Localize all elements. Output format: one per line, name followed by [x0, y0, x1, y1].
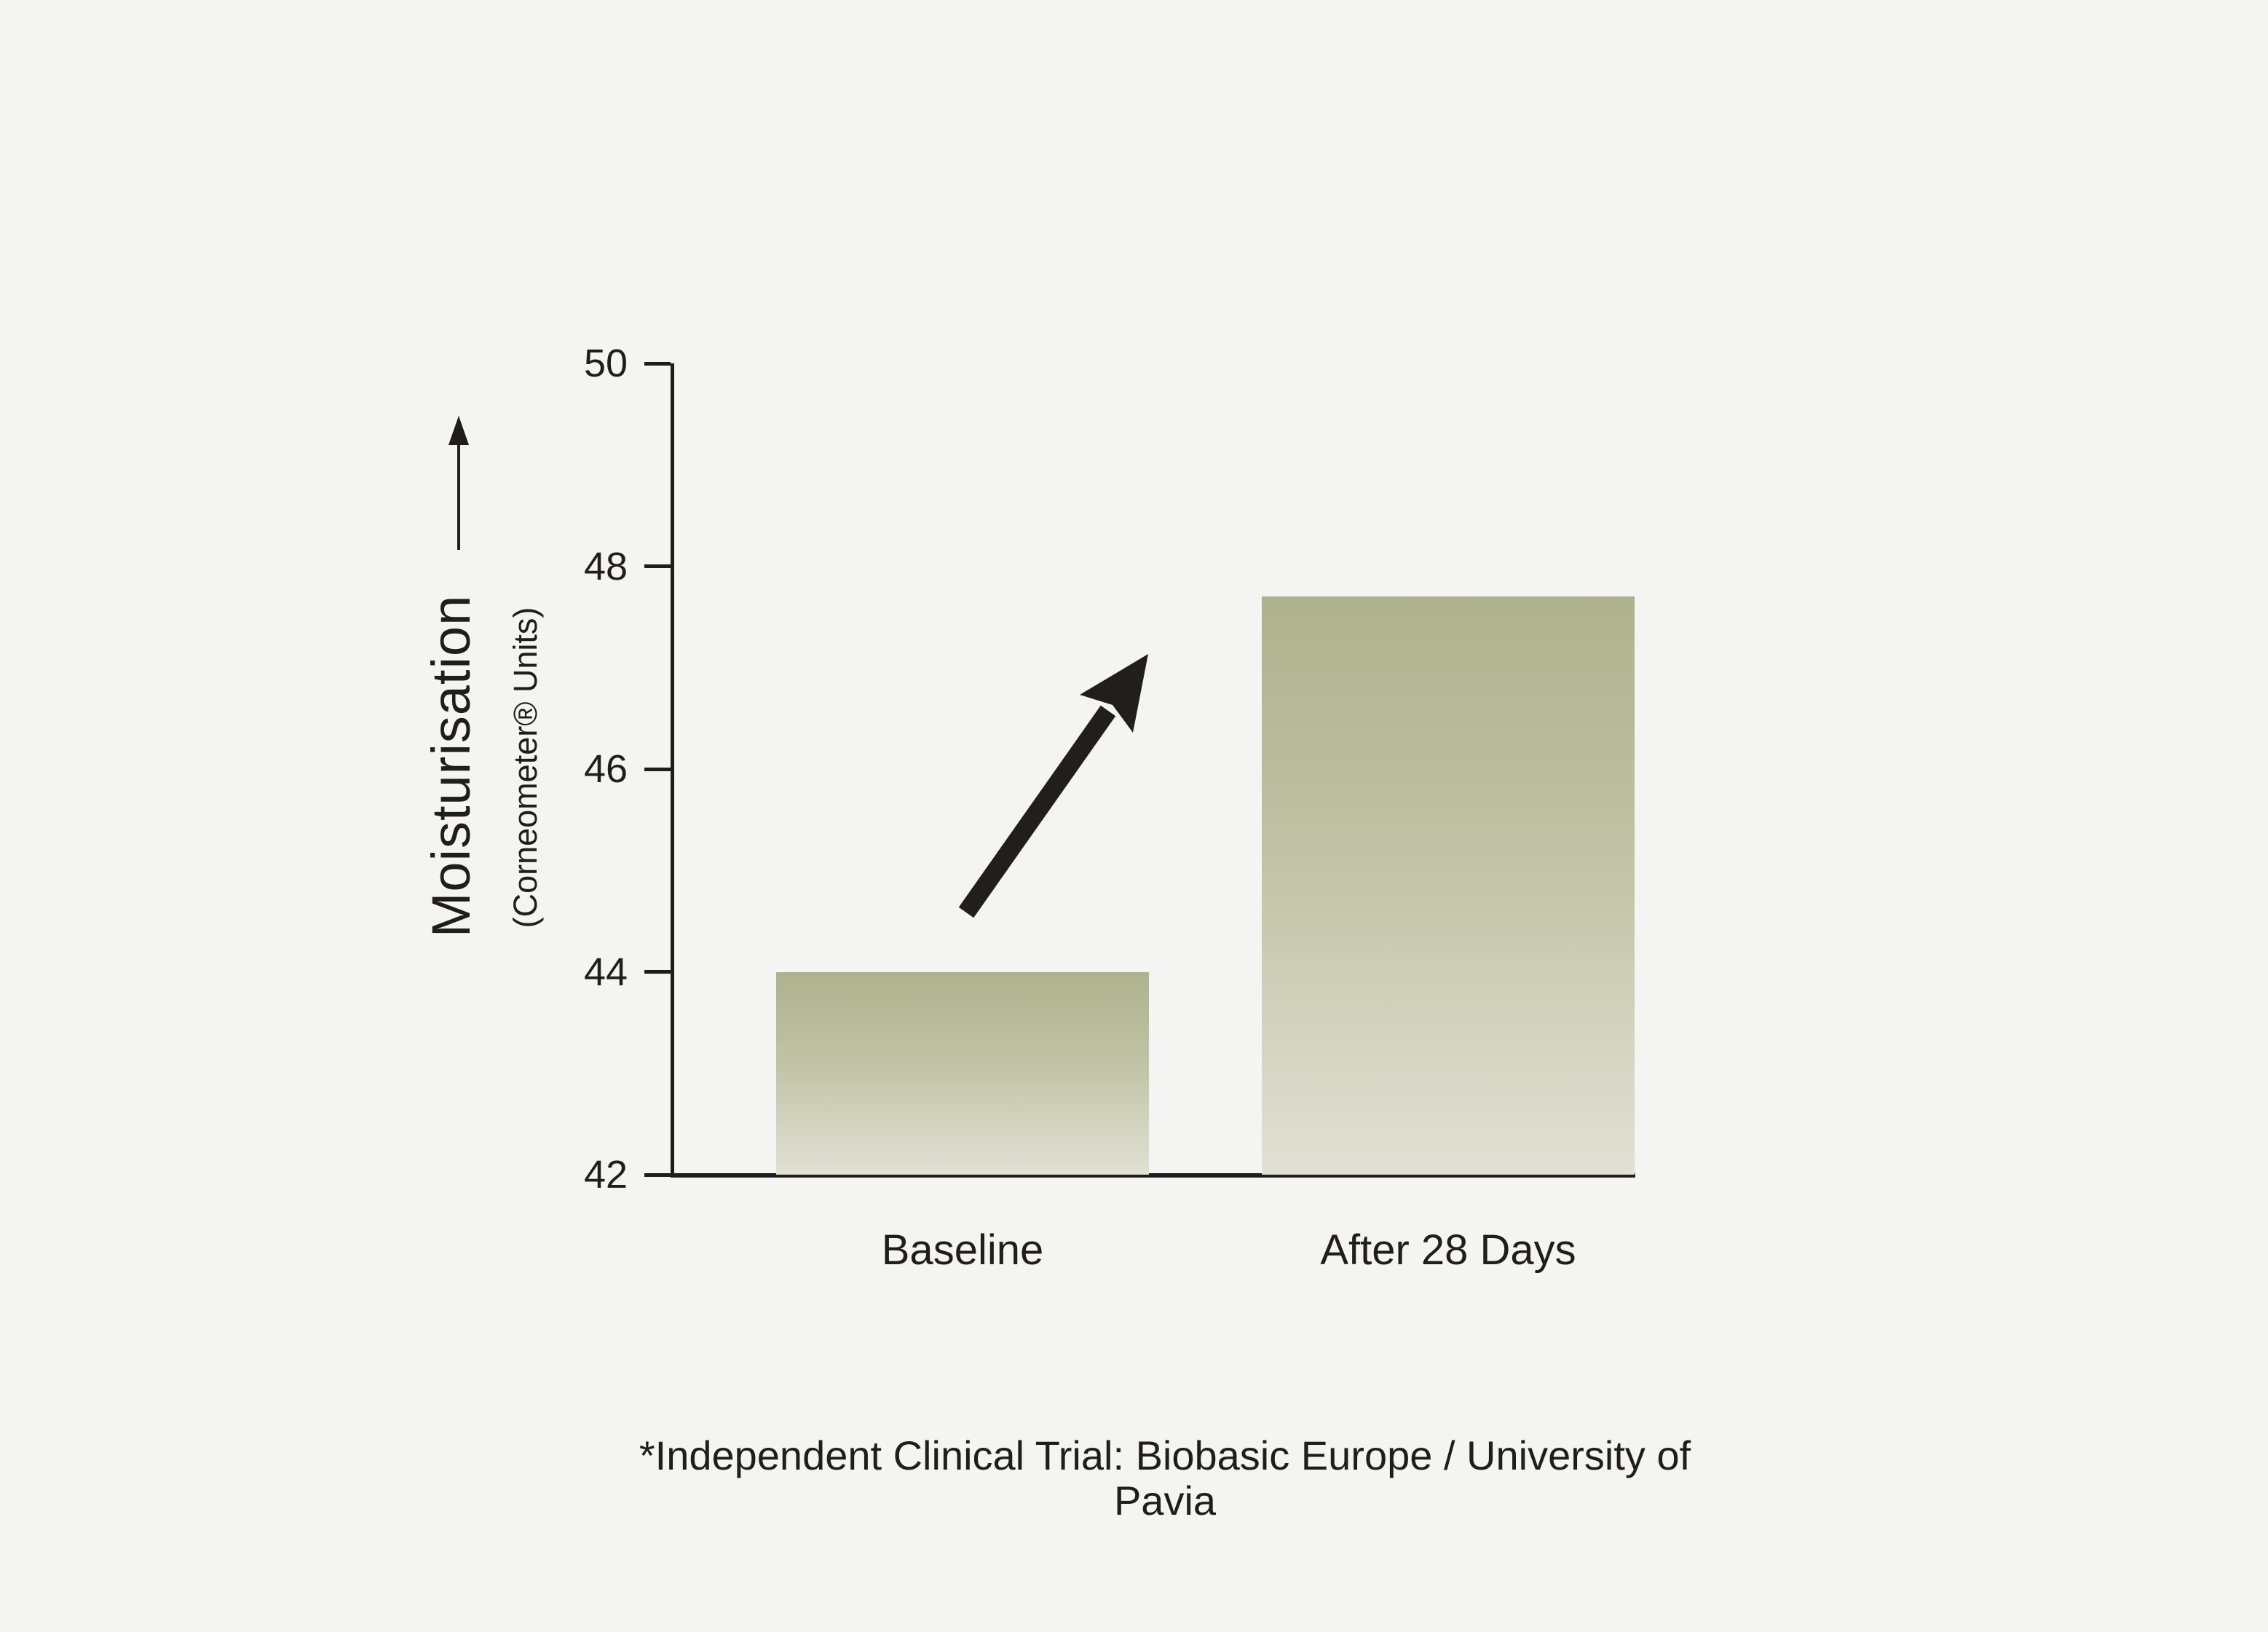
y-axis-title: Moisturisation [421, 594, 481, 938]
trend-up-arrow-icon [958, 654, 1148, 918]
x-label-baseline: Baseline [881, 1226, 1044, 1274]
y-tick-mark [644, 564, 671, 568]
bar-baseline [776, 971, 1149, 1175]
y-tick-42: 42 [584, 1155, 671, 1194]
y-tick-label: 50 [584, 342, 628, 385]
y-tick-50: 50 [584, 344, 671, 383]
y-tick-mark [644, 1172, 671, 1177]
x-label-after-28-days: After 28 Days [1320, 1226, 1576, 1274]
y-tick-mark [644, 767, 671, 771]
clinical-trial-footnote: *Independent Clinical Trial: Biobasic Eu… [639, 1432, 1691, 1523]
y-axis-units-label: (Corneometer® Units) [507, 607, 544, 929]
y-tick-mark [644, 970, 671, 974]
y-tick-label: 46 [584, 747, 628, 791]
x-axis-line [671, 1173, 1635, 1178]
y-tick-mark [644, 361, 671, 366]
y-axis-line [671, 363, 674, 1177]
y-tick-label: 44 [584, 950, 628, 994]
y-axis-direction-arrow-icon [449, 416, 469, 550]
y-tick-label: 48 [584, 544, 628, 588]
y-tick-44: 44 [584, 953, 671, 992]
y-tick-46: 46 [584, 749, 671, 789]
bar-after-28-days [1262, 596, 1635, 1175]
y-tick-label: 42 [584, 1153, 628, 1197]
y-tick-48: 48 [584, 547, 671, 586]
